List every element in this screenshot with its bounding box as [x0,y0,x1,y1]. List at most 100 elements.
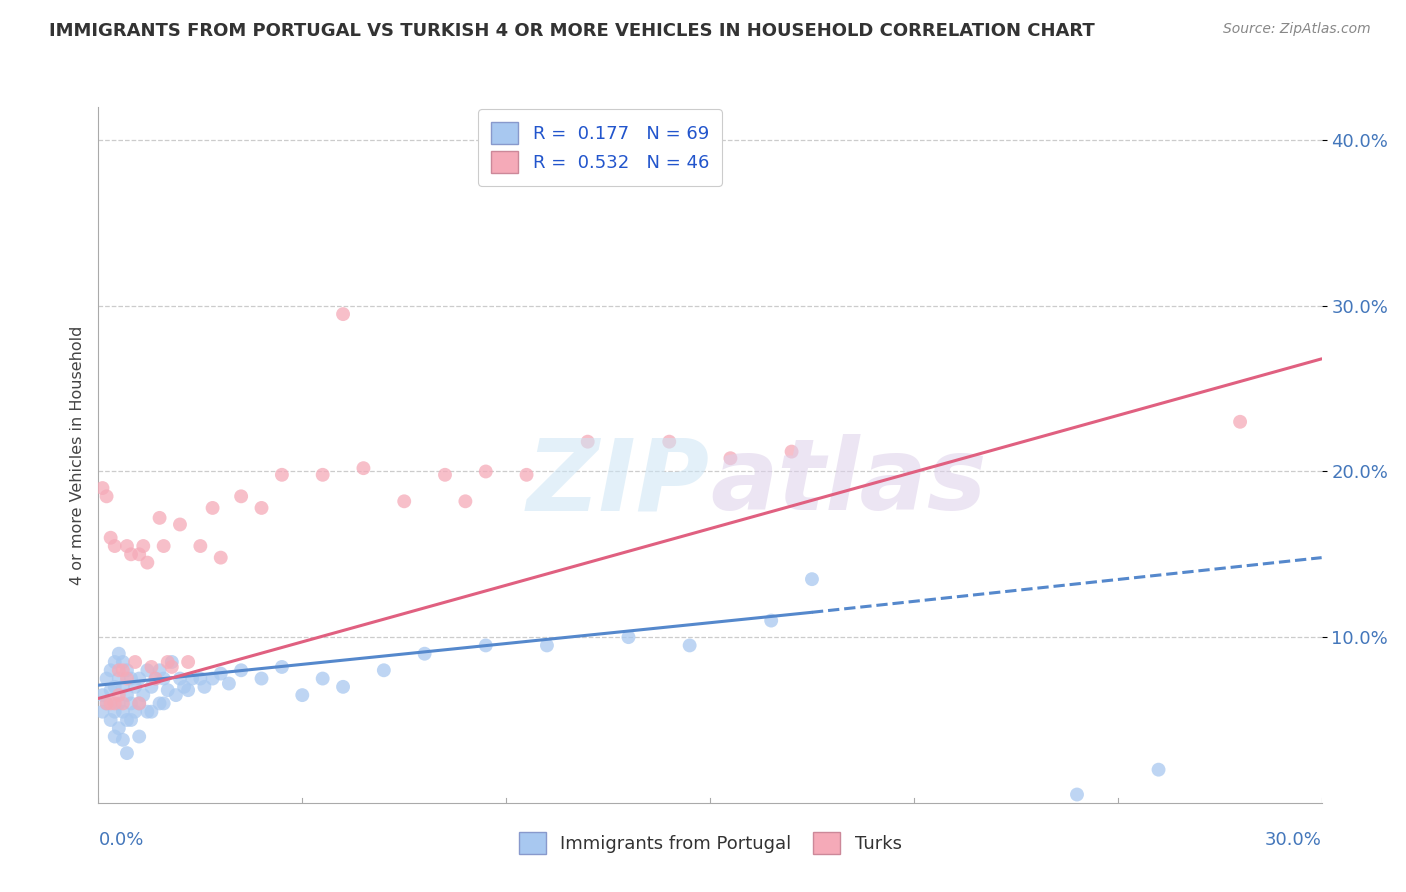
Point [658,434,681,449]
Point [100,697,122,711]
Point [100,683,122,698]
Point [156,655,179,669]
Point [188,672,212,686]
Point [91,688,114,702]
Point [156,683,179,698]
Point [250,672,273,686]
Point [111,705,134,719]
Text: 0.0%: 0.0% [98,830,143,848]
Point [312,672,335,686]
Point [149,697,172,711]
Point [111,732,134,747]
Point [104,697,127,711]
Point [108,647,131,661]
Point [124,680,146,694]
Point [169,672,191,686]
Point [128,697,150,711]
Point [454,494,477,508]
Point [193,680,215,694]
Point [96,697,118,711]
Point [188,539,212,553]
Point [132,539,155,553]
Point [145,672,167,686]
Point [128,730,150,744]
Point [169,517,191,532]
Point [413,647,436,661]
Point [177,655,200,669]
Point [111,680,134,694]
Point [218,676,240,690]
Point [181,672,204,686]
Point [115,539,138,553]
Legend: Immigrants from Portugal, Turks: Immigrants from Portugal, Turks [509,823,911,863]
Point [104,655,127,669]
Point [177,683,200,698]
Point [718,451,742,466]
Point [128,697,150,711]
Point [96,489,118,503]
Point [141,705,163,719]
Point [136,663,159,677]
Point [231,663,253,677]
Text: ZIP: ZIP [527,434,710,532]
Point [173,680,195,694]
Point [231,489,253,503]
Point [149,511,172,525]
Point [332,680,354,694]
Point [270,660,294,674]
Point [120,672,142,686]
Text: 30.0%: 30.0% [1265,830,1322,848]
Point [115,746,138,760]
Point [679,639,702,653]
Point [332,307,354,321]
Point [312,467,335,482]
Point [104,730,127,744]
Point [392,494,416,508]
Point [104,705,127,719]
Point [136,556,159,570]
Point [576,434,599,449]
Point [201,500,224,515]
Point [201,672,224,686]
Point [115,663,138,677]
Point [115,672,138,686]
Point [474,465,498,479]
Point [124,655,146,669]
Point [115,713,138,727]
Point [617,630,640,644]
Point [104,680,127,694]
Point [373,663,395,677]
Point [100,663,122,677]
Point [108,697,131,711]
Point [108,688,131,702]
Point [761,614,783,628]
Point [132,688,155,702]
Point [96,697,118,711]
Point [1066,788,1088,802]
Point [434,467,457,482]
Point [111,663,134,677]
Point [149,663,172,677]
Point [1147,763,1170,777]
Point [474,639,498,653]
Point [96,672,118,686]
Point [141,660,163,674]
Y-axis label: 4 or more Vehicles in Household: 4 or more Vehicles in Household [69,326,84,584]
Point [152,539,174,553]
Point [128,672,150,686]
Point [108,672,131,686]
Point [291,688,314,702]
Point [104,539,127,553]
Point [209,666,232,681]
Point [780,444,803,458]
Point [209,550,232,565]
Point [111,655,134,669]
Point [801,572,824,586]
Point [111,697,134,711]
Point [160,660,183,674]
Point [516,467,538,482]
Point [136,705,159,719]
Point [120,697,142,711]
Point [100,713,122,727]
Point [152,697,174,711]
